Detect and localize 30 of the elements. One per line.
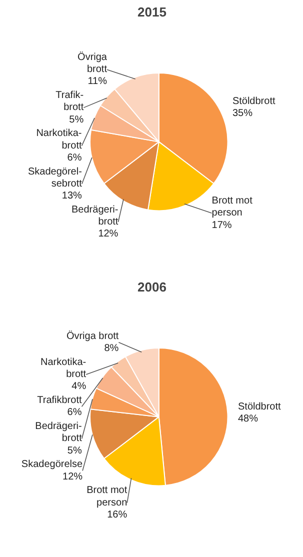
- slice-label: Narkotika- brott: [36, 128, 82, 152]
- data-label: 5%: [67, 445, 82, 456]
- data-label: 5%: [69, 114, 84, 126]
- data-label: 12%: [62, 471, 83, 482]
- slice-label: Skadegörelse: [21, 459, 83, 470]
- slice-label: Narkotika- brott: [40, 356, 86, 380]
- chart-title: 2006: [138, 280, 166, 294]
- slice-label: Brott mot person: [212, 196, 253, 219]
- slice-label: Bedrägeri- brott: [72, 204, 118, 228]
- slice-label: Bedrägeri- brott: [35, 421, 82, 444]
- slice-label: Stöldbrott: [238, 402, 282, 413]
- data-label: 35%: [232, 108, 253, 120]
- data-label: 48%: [238, 414, 258, 425]
- slice-label: Stöldbrott: [232, 96, 276, 108]
- data-label: 4%: [72, 381, 86, 392]
- slice-label: Övriga brott: [78, 50, 108, 76]
- chart-title: 2015: [138, 4, 166, 20]
- slice-label: Brott mot person: [86, 485, 128, 508]
- data-label: 11%: [88, 76, 108, 88]
- data-label: 6%: [67, 407, 82, 418]
- data-label: 16%: [107, 509, 128, 520]
- data-label: 12%: [98, 228, 118, 240]
- data-label: 8%: [104, 342, 119, 354]
- data-label: 6%: [67, 152, 82, 164]
- slice-label: Trafik- brott: [56, 90, 84, 114]
- slice-label: Skadegörel- sebrott: [28, 166, 82, 190]
- slice-label: Trafikbrott: [37, 395, 82, 406]
- data-label: 13%: [62, 190, 82, 202]
- data-label: 17%: [212, 220, 232, 231]
- slice-label: Övriga brott: [66, 330, 119, 342]
